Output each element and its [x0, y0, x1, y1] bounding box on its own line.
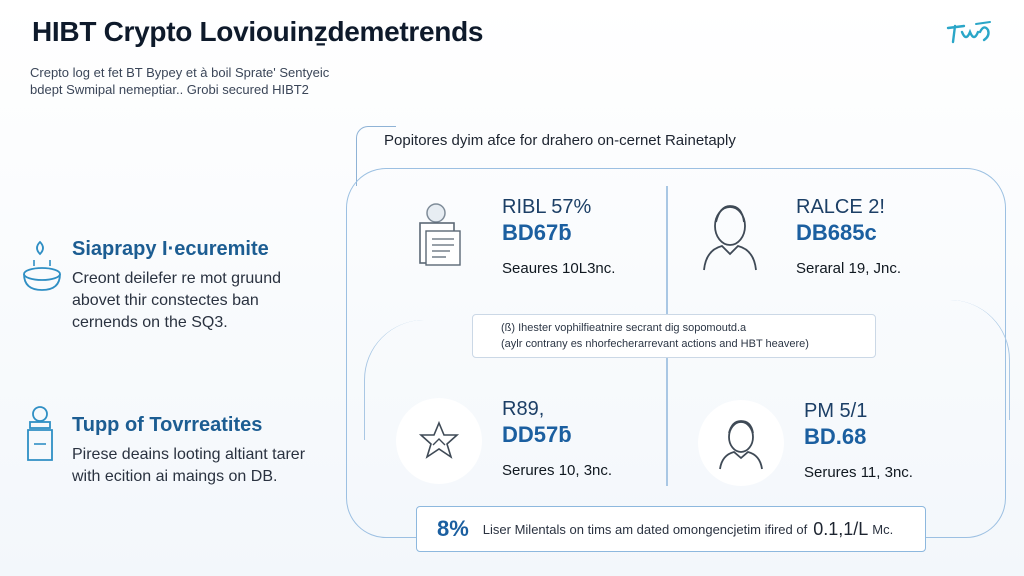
card-icon-wrap — [698, 400, 784, 486]
person-outline-icon — [703, 205, 757, 271]
footer-summary: 8% Liser Milentals on tims am dated omon… — [416, 506, 926, 552]
stat-card: PM 5/1 BD.68 Serures 11, 3nc. — [698, 400, 958, 510]
feature-line: cernends on the SQ3. — [72, 314, 228, 331]
feature-line: Creont deilefer re mot gruund — [72, 270, 281, 287]
feature-line: abovet thir constectes ban — [72, 292, 259, 309]
card-code: BD67ƃ — [502, 220, 572, 245]
card-top-value: RALCE 2! — [796, 196, 885, 218]
card-code: BD.68 — [804, 424, 867, 449]
stat-card: RIBL 57% BD67ƃ Seaures 10L3nc. — [396, 196, 656, 306]
card-icon-wrap — [396, 196, 476, 276]
document-stack-icon — [419, 203, 461, 266]
page-subtitle: Crepto log et fet BT Bypey et à boil Spr… — [30, 64, 390, 98]
card-caption: Serures 10, 3nc. — [502, 462, 613, 479]
info-note: (ß) Ihester vophilfieatnire secrant dig … — [472, 314, 876, 358]
feature-heading: Tupp of Tovrreatites — [72, 414, 263, 436]
card-top-value: R89, — [502, 398, 545, 420]
feature-heading: Siaprapy I·ecuremite — [72, 238, 269, 260]
star-emblem-icon — [418, 420, 460, 459]
feature-security: Siaprapy I·ecuremite Creont deilefer re … — [20, 238, 340, 338]
card-caption: Seaures 10L3nc. — [502, 260, 616, 277]
feature-line: with ecition ai maings on DB. — [72, 468, 278, 485]
panel-curve — [364, 320, 424, 440]
note-line: (aylr contrany es nhorfecherarrevant act… — [501, 338, 809, 350]
panel-curve — [900, 300, 1010, 420]
card-code: DD57ƃ — [502, 422, 572, 447]
card-top-value: RIBL 57% — [502, 196, 592, 218]
note-line: (ß) Ihester vophilfieatnire secrant dig … — [501, 322, 747, 334]
feature-description: Pirese deains looting altiant tarer with… — [72, 444, 352, 488]
subtitle-line: Crepto log et fet BT Bypey et à boil Spr… — [30, 65, 330, 80]
card-caption: Seraral 19, Jnc. — [796, 260, 902, 277]
person-desk-icon — [27, 406, 53, 461]
bowl-gear-icon — [23, 240, 61, 291]
footer-text: Liser Milentals on tims am dated omongen… — [482, 521, 808, 537]
panel-label: Popitores dyim afce for drahero on-cerne… — [384, 132, 736, 149]
footer-suffix: Mc. — [872, 521, 894, 537]
person-avatar-icon — [719, 420, 763, 470]
feature-description: Creont deilefer re mot gruund abovet thi… — [72, 268, 352, 334]
card-icon-wrap — [396, 398, 482, 484]
card-caption: Serures 11, 3nc. — [804, 464, 913, 481]
card-code: DB685c — [796, 220, 877, 245]
feature-line: Pirese deains looting altiant tarer — [72, 446, 306, 463]
feature-tupp: Tupp of Tovrreatites Pirese deains looti… — [20, 406, 340, 494]
footer-percent: 8% — [437, 516, 469, 541]
stat-card: R89, DD57ƃ Serures 10, 3nc. — [396, 398, 656, 508]
page-title: HIBT Crypto Loviouinẕdemetrends — [32, 16, 484, 47]
brand-logo-icon — [946, 21, 991, 44]
card-icon-wrap — [690, 196, 770, 276]
card-top-value: PM 5/1 — [804, 400, 868, 422]
footer-number: 0.1,1/L — [813, 518, 869, 539]
stat-card: RALCE 2! DB685c Seraral 19, Jnc. — [690, 196, 950, 306]
subtitle-line: bdept Swmipal nemeptiar.. Grobi secured … — [30, 82, 309, 97]
panel-bracket — [356, 126, 396, 186]
